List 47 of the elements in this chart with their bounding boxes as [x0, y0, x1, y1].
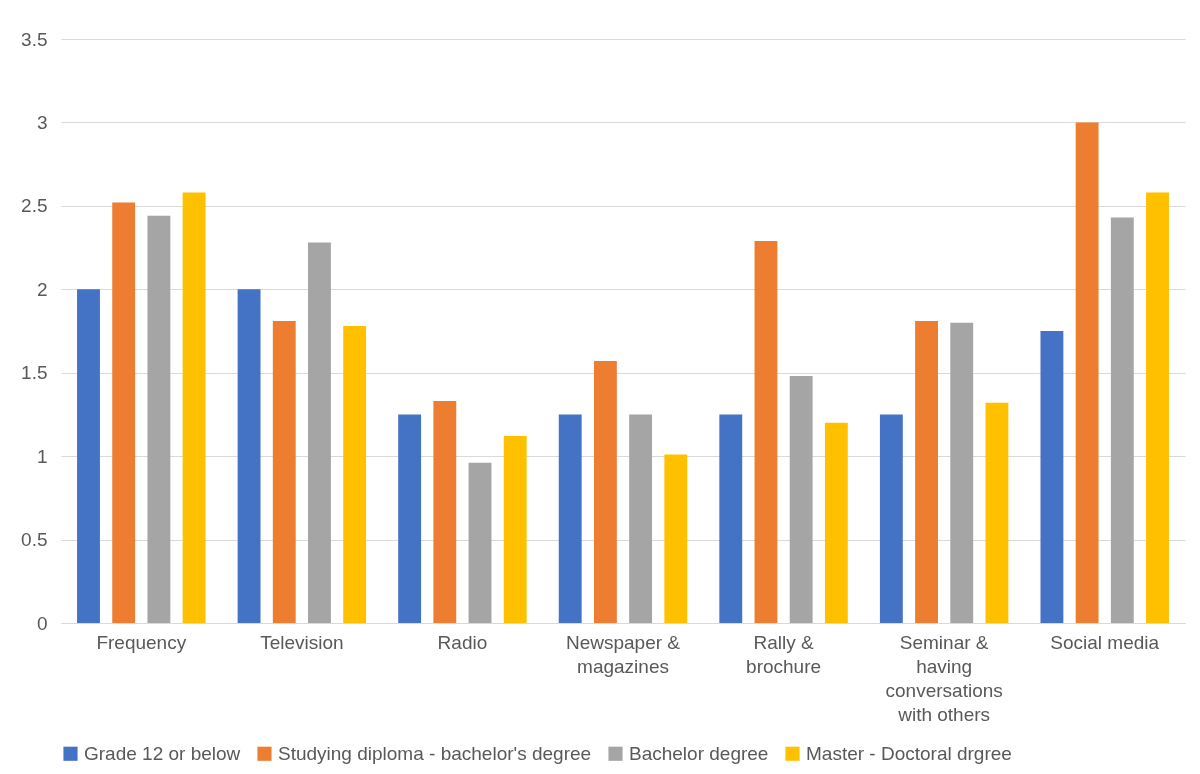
- x-tick-label: Newspaper & magazines: [565, 631, 681, 677]
- bar: [343, 325, 367, 623]
- bar: [664, 454, 688, 623]
- bar: [77, 289, 100, 623]
- bar: [789, 376, 813, 623]
- bar: [468, 462, 492, 623]
- bar: [593, 361, 617, 623]
- bar: [1040, 331, 1064, 623]
- bar: [1146, 192, 1169, 623]
- legend-label: Grade 12 or below: [84, 742, 241, 764]
- bar: [754, 240, 778, 623]
- x-tick-label: Social media: [1050, 631, 1160, 653]
- legend-label: Studying diploma - bachelor's degree: [278, 742, 592, 764]
- x-tick-label: Radio: [437, 631, 488, 653]
- y-tick-label: 1.5: [21, 362, 48, 384]
- legend-label: Bachelor degree: [629, 742, 769, 764]
- bar: [503, 436, 527, 623]
- y-tick-label: 2: [36, 278, 48, 300]
- bar: [1110, 217, 1134, 623]
- x-tick-label: Television: [260, 631, 344, 653]
- bar: [719, 414, 743, 623]
- bar: [915, 320, 938, 623]
- bar: [985, 402, 1009, 623]
- y-tick-label: 0: [36, 612, 48, 634]
- x-tick-label: Seminar & having conversations with others: [885, 631, 1003, 725]
- bar: [558, 414, 582, 623]
- x-tick-label: Frequency: [96, 631, 187, 653]
- y-tick-label: 0.5: [21, 529, 48, 551]
- bar: [950, 322, 974, 623]
- bar: [272, 320, 296, 623]
- bar: [147, 215, 171, 623]
- x-tick-label: Rally & brochure: [746, 631, 822, 677]
- bar: [182, 192, 206, 623]
- bar: [433, 401, 457, 623]
- y-tick-label: 1: [36, 445, 48, 467]
- bar: [398, 414, 422, 623]
- y-tick-label: 2.5: [21, 195, 48, 217]
- bar: [1075, 122, 1099, 623]
- legend-label: Master - Doctoral drgree: [806, 742, 1012, 764]
- bar: [824, 422, 848, 623]
- bar: [308, 242, 331, 623]
- bar: [629, 414, 653, 623]
- bar: [237, 289, 261, 623]
- bar: [112, 202, 136, 623]
- bar: [879, 414, 903, 623]
- y-tick-label: 3: [36, 111, 48, 133]
- y-tick-label: 3.5: [21, 28, 48, 50]
